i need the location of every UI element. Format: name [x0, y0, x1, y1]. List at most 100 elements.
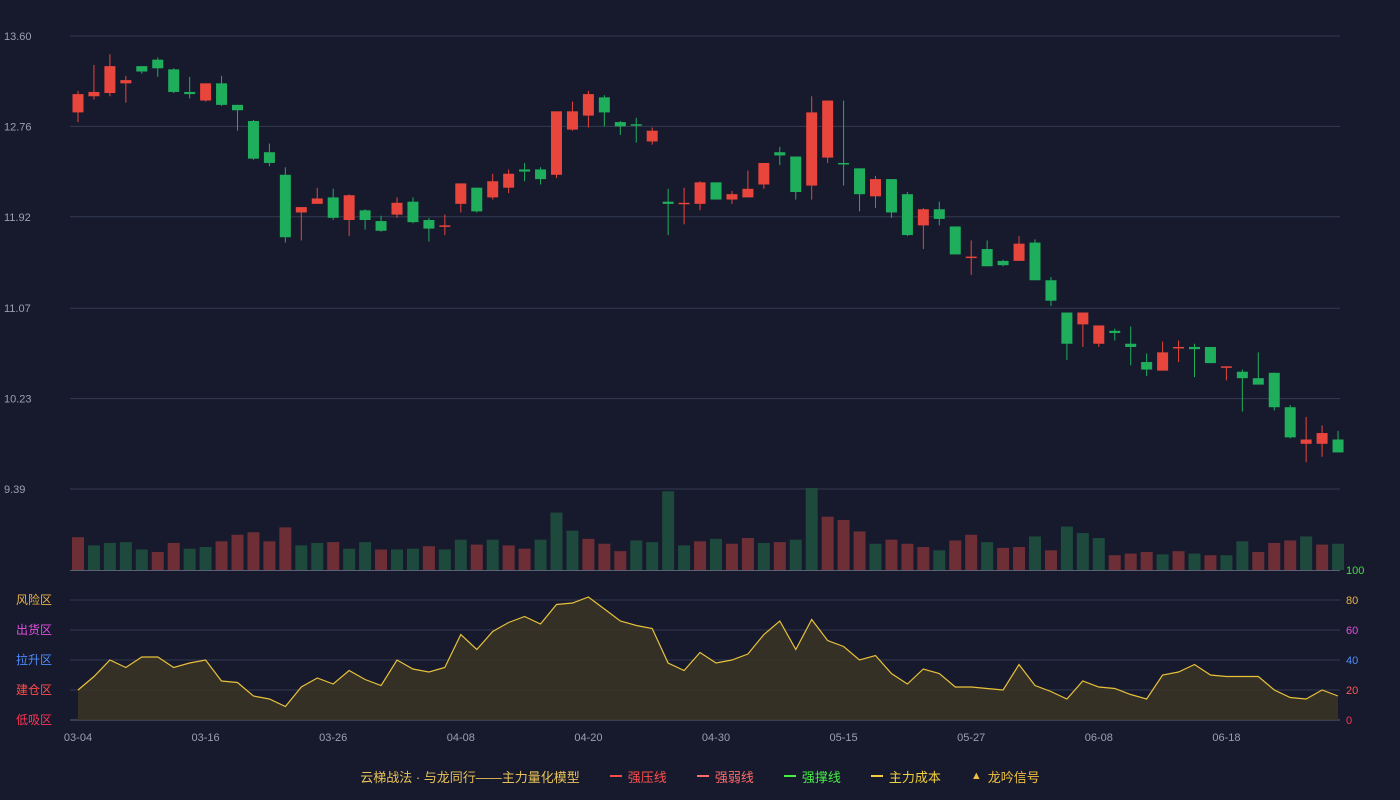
candle-body — [1141, 362, 1153, 370]
volume-bar — [1140, 551, 1153, 570]
volume-bar — [598, 543, 611, 570]
candle-body — [630, 124, 642, 126]
triangle-up-icon: ▲ — [970, 770, 982, 782]
volume-bar — [1284, 540, 1297, 570]
volume-bar — [1013, 547, 1026, 570]
legend-item-strong-pressure[interactable]: 强压线 — [609, 767, 667, 786]
volume-bar — [981, 542, 994, 570]
solid-line-icon — [783, 775, 796, 777]
price-tick-label: 13.60 — [4, 31, 32, 43]
candle-body — [1013, 243, 1025, 261]
candle-body — [726, 194, 738, 200]
candle-body — [423, 219, 435, 229]
volume-bar — [311, 542, 324, 570]
indicator-tick-label: 0 — [1346, 715, 1352, 727]
volume-bar — [901, 543, 914, 570]
volume-bar — [949, 540, 962, 570]
candle-body — [710, 182, 722, 200]
candle-body — [1045, 280, 1057, 301]
indicator-area — [78, 597, 1339, 720]
candle-body — [1029, 242, 1041, 281]
volume-bar — [725, 543, 738, 570]
date-tick-label: 03-16 — [192, 732, 220, 744]
volume-bar — [1060, 526, 1073, 570]
volume-bar — [247, 532, 260, 570]
candle-body — [247, 121, 259, 159]
volume-bar — [646, 542, 659, 570]
legend-item-strength-line[interactable]: 强弱线 — [696, 767, 754, 786]
volume-bar — [614, 551, 627, 570]
zone-label: 建仓区 — [16, 683, 52, 697]
candle-body — [359, 210, 371, 220]
volume-bar — [630, 540, 643, 570]
candle-body — [790, 156, 802, 193]
candle-body — [806, 112, 818, 186]
volume-bar — [151, 551, 164, 570]
candle-body — [1268, 372, 1280, 408]
zone-label: 低吸区 — [16, 713, 52, 727]
candle-body — [1077, 312, 1089, 325]
volume-bar — [295, 545, 308, 570]
volume-bar — [741, 538, 754, 570]
candle-body — [391, 202, 403, 215]
zone-label: 拉升区 — [16, 652, 52, 667]
volume-bar — [821, 516, 834, 570]
candle-body — [232, 104, 243, 111]
volume-bar — [215, 541, 228, 570]
candle-body — [1220, 366, 1232, 368]
volume-bar — [933, 550, 946, 570]
candle-body — [455, 183, 467, 204]
volume-bar — [678, 545, 691, 570]
volume-bar — [327, 542, 340, 570]
volume-bar — [167, 542, 180, 570]
legend-item-dragon-signal[interactable]: ▲ 龙吟信号 — [970, 769, 1040, 785]
candle-body — [487, 181, 499, 198]
candle-body — [216, 83, 228, 105]
candle-body — [1061, 312, 1073, 344]
indicator-tick-label: 40 — [1346, 655, 1358, 667]
volume-bar — [1156, 554, 1169, 570]
candle-body — [822, 100, 834, 158]
legend-item-strong-support[interactable]: 强撑线 — [783, 767, 841, 786]
volume-bar — [359, 542, 372, 570]
volume-bar — [1092, 538, 1105, 570]
indicator-line — [77, 596, 1339, 708]
candle-body — [471, 187, 483, 212]
candle-body — [1189, 346, 1200, 350]
volume-bar — [183, 548, 196, 570]
candle-body — [1316, 433, 1328, 444]
candle-body — [885, 179, 897, 213]
volume-bar — [406, 548, 419, 570]
candle-body — [104, 66, 116, 94]
volume-bar — [103, 542, 116, 570]
candle-body — [1157, 352, 1169, 371]
candle-body — [88, 91, 100, 97]
volume-bar — [1300, 536, 1313, 570]
date-tick-label: 03-04 — [64, 732, 92, 744]
indicator-tick-label: 20 — [1346, 685, 1358, 697]
volume-bar — [135, 549, 148, 570]
volume-bar — [534, 539, 547, 570]
volume-bar — [885, 539, 898, 570]
indicator-tick-label: 60 — [1346, 625, 1358, 637]
candle-body — [152, 59, 164, 69]
dashed-line-icon — [696, 775, 709, 777]
volume-bar — [486, 539, 499, 570]
candle-body — [582, 94, 594, 116]
volume-bar — [438, 549, 451, 570]
volume-bar — [1236, 541, 1249, 570]
volume-bar — [869, 543, 882, 570]
candle-body — [1332, 439, 1344, 453]
volume-bar — [454, 539, 467, 570]
volume-bar — [1044, 550, 1057, 570]
volume-bar — [853, 531, 866, 570]
volume-bar — [502, 545, 515, 570]
candle-body — [439, 225, 451, 227]
candle-body — [1252, 378, 1264, 385]
legend-item-main-cost[interactable]: 主力成本 — [870, 767, 941, 786]
candle-body — [535, 169, 547, 180]
candle-body — [551, 111, 562, 175]
candle-body — [933, 209, 945, 219]
indicator-tick-label: 100 — [1346, 565, 1364, 577]
candle-body — [997, 260, 1009, 266]
